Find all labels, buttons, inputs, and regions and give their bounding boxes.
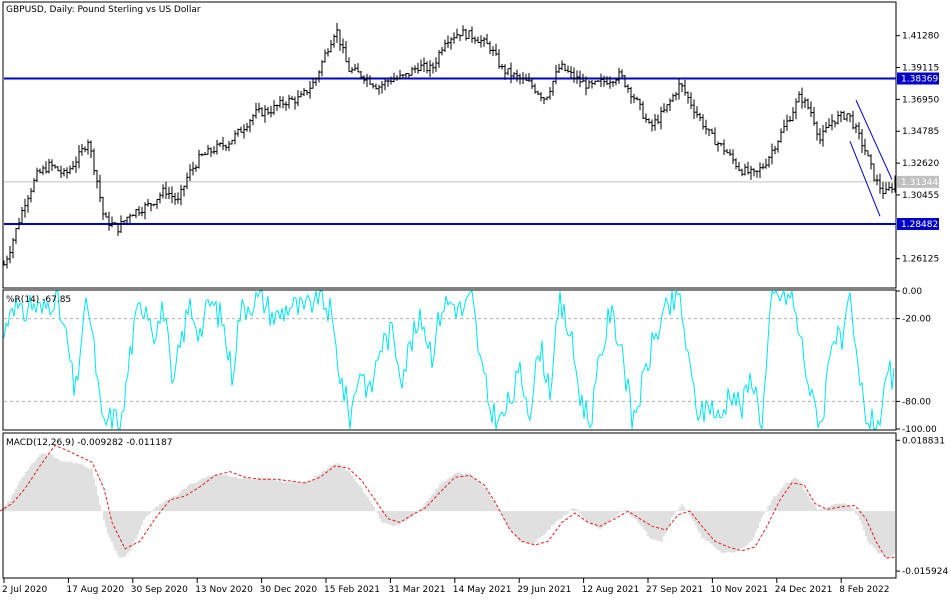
level-label-box-0 xyxy=(897,72,939,85)
price-tick-label: 1.39115 xyxy=(902,64,939,74)
time-tick-label: 29 Jun 2021 xyxy=(517,585,571,595)
wpr-tick-label: -80.00 xyxy=(902,397,931,407)
macd-tick-label: -0.015924 xyxy=(902,567,948,577)
macd-title: MACD(12,26,9) -0.009282 -0.011187 xyxy=(6,438,172,448)
current-price-box xyxy=(897,175,939,188)
time-tick-label: 14 May 2021 xyxy=(453,585,512,595)
price-tick-label: 1.41280 xyxy=(902,32,939,42)
price-panel-frame xyxy=(2,1,897,289)
time-tick-label: 17 Aug 2020 xyxy=(66,585,124,595)
time-tick-label: 13 Nov 2020 xyxy=(195,585,253,595)
time-tick-label: 30 Dec 2020 xyxy=(260,585,318,595)
time-tick-label: 27 Sep 2021 xyxy=(646,585,703,595)
time-tick-label: 2 Jul 2020 xyxy=(2,585,47,595)
price-title: GBPUSD, Daily: Pound Sterling vs US Doll… xyxy=(6,5,201,15)
level-label-box-1 xyxy=(897,217,939,230)
macd-tick-label: 0.018831 xyxy=(902,436,945,446)
price-tick-label: 1.26125 xyxy=(902,255,939,265)
time-tick-label: 10 Nov 2021 xyxy=(710,585,768,595)
wpr-line xyxy=(3,289,895,431)
price-layer xyxy=(2,22,897,269)
price-tick-label: 1.30455 xyxy=(902,191,939,201)
time-tick-label: 30 Sep 2020 xyxy=(131,585,188,595)
time-tick-label: 24 Dec 2021 xyxy=(775,585,833,595)
wpr-title: %R(14) -67.85 xyxy=(6,295,71,305)
price-tick-label: 1.34785 xyxy=(902,127,939,137)
wpr-panel-frame xyxy=(2,289,897,431)
trend-line-1 xyxy=(849,141,881,217)
time-tick-label: 31 Mar 2021 xyxy=(388,585,445,595)
macd-signal-line xyxy=(0,444,896,559)
trend-line-0 xyxy=(855,99,893,180)
wpr-tick-label: -100.00 xyxy=(902,425,937,435)
wpr-layer xyxy=(3,289,896,431)
level-label-1: 1.28482 xyxy=(901,220,938,230)
time-tick-label: 8 Feb 2022 xyxy=(839,585,889,595)
price-tick-label: 1.32620 xyxy=(902,159,939,169)
level-label-0: 1.38369 xyxy=(901,75,938,85)
wpr-tick-label: -20.00 xyxy=(902,315,931,325)
axis-layer: 1.41280 1.39115 1.36950 1.34785 1.32620 1.304… xyxy=(2,32,948,595)
time-tick-label: 15 Feb 2021 xyxy=(324,585,380,595)
time-tick-label: 12 Aug 2021 xyxy=(582,585,640,595)
current-price-label: 1.31344 xyxy=(901,178,938,188)
price-tick-label: 1.36950 xyxy=(902,95,939,105)
wpr-tick-label: 0.00 xyxy=(902,287,922,297)
macd-layer xyxy=(0,444,896,559)
